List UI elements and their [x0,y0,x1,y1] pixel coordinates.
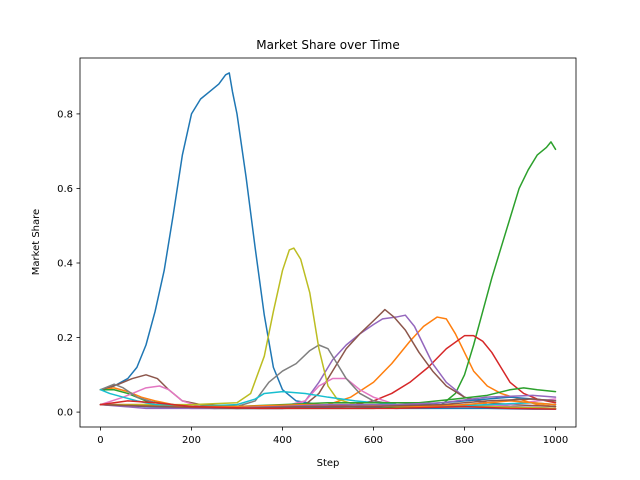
x-tick-label: 400 [273,435,292,446]
x-axis-label: Step [317,458,340,469]
series-line-16 [99,400,557,410]
chart-title: Market Share over Time [256,38,399,52]
x-axis: 0 200 400 600 800 1000 [97,427,568,446]
x-tick-label: 800 [455,435,474,446]
plot-frame [79,57,577,428]
y-tick-label: 0.6 [57,184,73,195]
x-tick-label: 0 [97,435,103,446]
y-tick-label: 0.4 [57,259,73,270]
plot-area [99,72,557,410]
y-tick-label: 0.0 [57,408,73,419]
series-line-2 [99,316,557,410]
y-axis: 0.0 0.2 0.4 0.6 0.8 [57,109,80,419]
y-tick-label: 0.2 [57,333,73,344]
x-tick-label: 600 [364,435,383,446]
x-tick-label: 1000 [543,435,568,446]
series-layer [99,72,557,410]
series-line-15 [99,398,557,410]
x-tick-label: 200 [182,435,201,446]
y-axis-label: Market Share [31,209,42,275]
series-line-6 [99,308,557,408]
y-tick-label: 0.8 [57,109,73,120]
series-line-14 [99,394,557,410]
